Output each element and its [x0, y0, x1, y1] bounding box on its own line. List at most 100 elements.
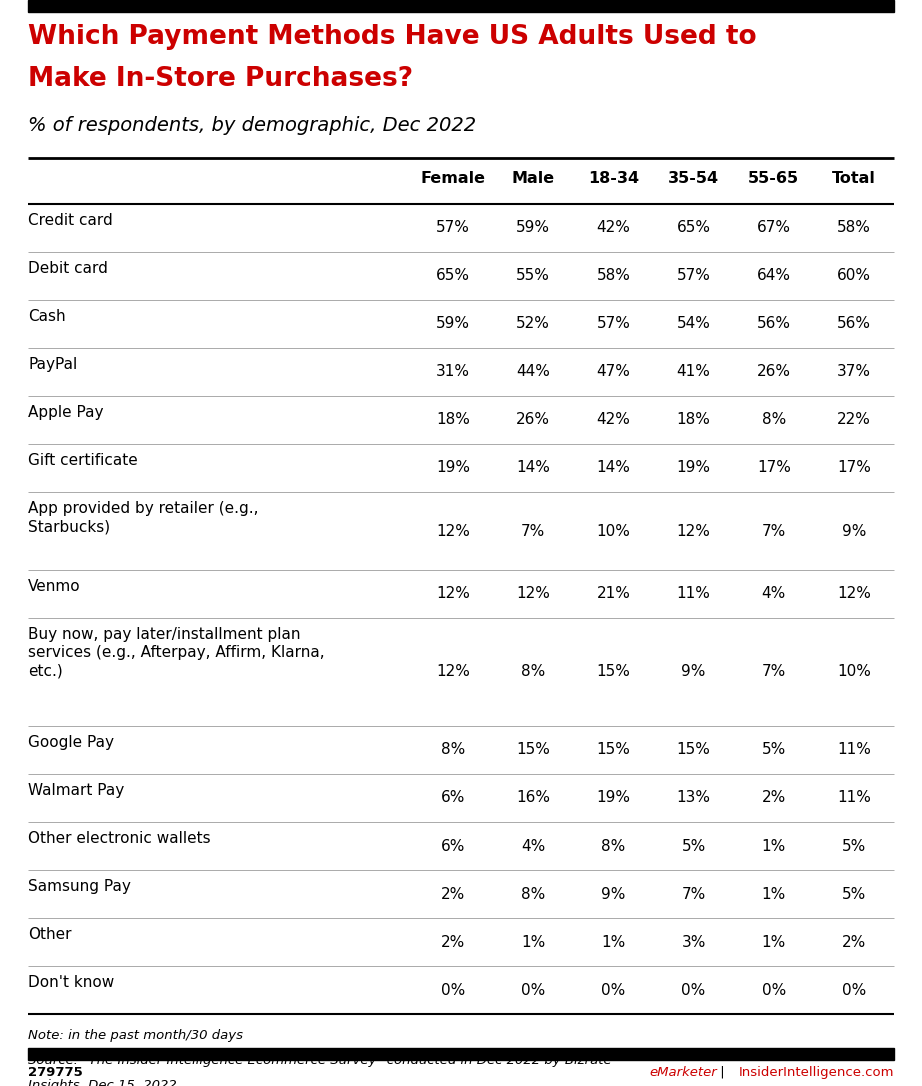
Text: eMarketer: eMarketer — [649, 1066, 717, 1079]
Text: 35-54: 35-54 — [668, 171, 719, 186]
Text: Other electronic wallets: Other electronic wallets — [28, 831, 210, 846]
Text: 7%: 7% — [762, 665, 786, 680]
Text: 7%: 7% — [681, 886, 705, 901]
Text: Don't know: Don't know — [28, 975, 114, 990]
Text: Insights, Dec 15, 2022: Insights, Dec 15, 2022 — [28, 1079, 177, 1086]
Text: 279775: 279775 — [28, 1066, 83, 1079]
Text: |: | — [715, 1066, 728, 1079]
Text: 67%: 67% — [757, 220, 791, 236]
Text: 1%: 1% — [521, 934, 546, 949]
Text: Female: Female — [420, 171, 486, 186]
Text: 44%: 44% — [516, 365, 550, 379]
Text: 15%: 15% — [516, 743, 550, 758]
Text: 7%: 7% — [762, 523, 786, 539]
Text: 65%: 65% — [677, 220, 711, 236]
Text: 19%: 19% — [677, 460, 711, 476]
Text: Apple Pay: Apple Pay — [28, 405, 103, 420]
Text: 15%: 15% — [597, 665, 631, 680]
Bar — [28, 1048, 894, 1060]
Text: 16%: 16% — [516, 791, 550, 806]
Text: 9%: 9% — [681, 665, 705, 680]
Text: 9%: 9% — [601, 886, 626, 901]
Text: 18%: 18% — [677, 413, 711, 428]
Text: 58%: 58% — [597, 268, 631, 283]
Text: 56%: 56% — [837, 316, 871, 331]
Text: 12%: 12% — [516, 586, 550, 602]
Text: 55-65: 55-65 — [748, 171, 799, 186]
Text: 4%: 4% — [521, 838, 546, 854]
Text: Venmo: Venmo — [28, 579, 80, 594]
Text: 14%: 14% — [597, 460, 631, 476]
Text: 12%: 12% — [677, 523, 711, 539]
Text: Male: Male — [512, 171, 555, 186]
Text: 1%: 1% — [601, 934, 625, 949]
Text: 12%: 12% — [837, 586, 871, 602]
Text: 31%: 31% — [436, 365, 470, 379]
Text: 59%: 59% — [516, 220, 550, 236]
Text: 41%: 41% — [677, 365, 711, 379]
Text: 26%: 26% — [516, 413, 550, 428]
Text: Total: Total — [832, 171, 876, 186]
Text: 9%: 9% — [842, 523, 866, 539]
Text: Debit card: Debit card — [28, 261, 108, 276]
Text: 12%: 12% — [436, 586, 470, 602]
Text: 19%: 19% — [436, 460, 470, 476]
Text: 11%: 11% — [837, 791, 871, 806]
Text: 11%: 11% — [837, 743, 871, 758]
Text: Google Pay: Google Pay — [28, 735, 114, 750]
Text: Walmart Pay: Walmart Pay — [28, 783, 124, 798]
Text: 2%: 2% — [441, 934, 466, 949]
Text: 13%: 13% — [677, 791, 711, 806]
Text: Cash: Cash — [28, 310, 65, 324]
Text: 8%: 8% — [762, 413, 786, 428]
Text: 8%: 8% — [441, 743, 466, 758]
Text: 56%: 56% — [757, 316, 791, 331]
Text: 8%: 8% — [521, 886, 546, 901]
Text: 10%: 10% — [837, 665, 871, 680]
Text: 59%: 59% — [436, 316, 470, 331]
Text: 57%: 57% — [677, 268, 711, 283]
Text: 54%: 54% — [677, 316, 711, 331]
Text: Samsung Pay: Samsung Pay — [28, 879, 131, 894]
Text: 22%: 22% — [837, 413, 871, 428]
Text: 5%: 5% — [842, 886, 866, 901]
Text: Gift certificate: Gift certificate — [28, 453, 137, 468]
Text: InsiderIntelligence.com: InsiderIntelligence.com — [739, 1066, 894, 1079]
Text: App provided by retailer (e.g.,
Starbucks): App provided by retailer (e.g., Starbuck… — [28, 501, 258, 534]
Text: 10%: 10% — [597, 523, 631, 539]
Text: 15%: 15% — [677, 743, 711, 758]
Text: 26%: 26% — [757, 365, 791, 379]
Text: 6%: 6% — [441, 838, 466, 854]
Text: 58%: 58% — [837, 220, 871, 236]
Text: 11%: 11% — [677, 586, 711, 602]
Text: 2%: 2% — [762, 791, 786, 806]
Text: 52%: 52% — [516, 316, 550, 331]
Text: Source: "The Insider Intelligence Ecommerce Survey" conducted in Dec 2022 by Biz: Source: "The Insider Intelligence Ecomme… — [28, 1055, 611, 1068]
Text: 0%: 0% — [681, 983, 705, 998]
Text: 1%: 1% — [762, 934, 786, 949]
Text: 42%: 42% — [597, 220, 631, 236]
Text: Credit card: Credit card — [28, 213, 112, 228]
Text: 0%: 0% — [441, 983, 466, 998]
Text: Other: Other — [28, 927, 72, 942]
Text: 37%: 37% — [837, 365, 871, 379]
Text: 17%: 17% — [757, 460, 791, 476]
Text: 19%: 19% — [597, 791, 631, 806]
Text: 2%: 2% — [842, 934, 866, 949]
Text: 18-34: 18-34 — [588, 171, 639, 186]
Text: 8%: 8% — [601, 838, 625, 854]
Text: 64%: 64% — [757, 268, 791, 283]
Text: 60%: 60% — [837, 268, 871, 283]
Text: 0%: 0% — [842, 983, 866, 998]
Text: 18%: 18% — [436, 413, 470, 428]
Text: 0%: 0% — [521, 983, 546, 998]
Text: 12%: 12% — [436, 665, 470, 680]
Bar — [28, 0, 894, 12]
Text: 17%: 17% — [837, 460, 871, 476]
Text: Note: in the past month/30 days: Note: in the past month/30 days — [28, 1030, 243, 1041]
Text: 3%: 3% — [681, 934, 705, 949]
Text: 21%: 21% — [597, 586, 631, 602]
Text: 65%: 65% — [436, 268, 470, 283]
Text: 57%: 57% — [436, 220, 470, 236]
Text: % of respondents, by demographic, Dec 2022: % of respondents, by demographic, Dec 20… — [28, 116, 476, 135]
